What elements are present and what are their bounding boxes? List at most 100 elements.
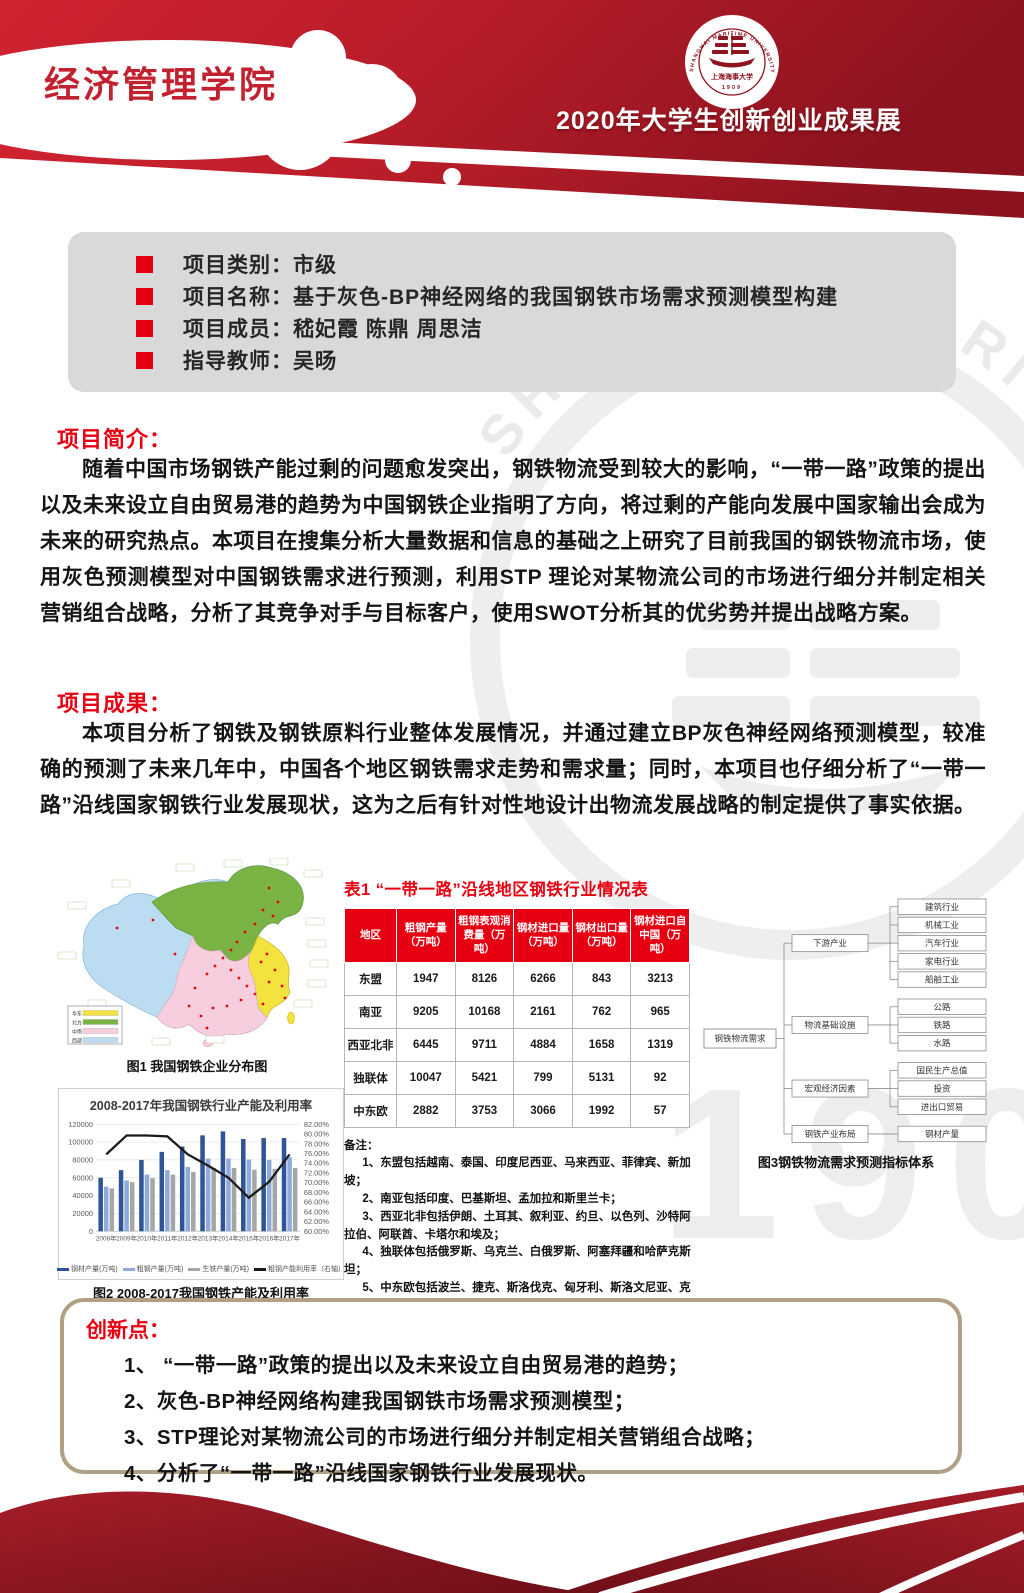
svg-text:宏观经济因素: 宏观经济因素 — [804, 1084, 856, 1094]
legend-swatch — [188, 1267, 201, 1271]
college-title: 经济管理学院 — [44, 64, 279, 105]
svg-text:2017年: 2017年 — [279, 1234, 300, 1243]
university-logo: SHANGHAI MARITIME UNIVERSITY 上海海事大学 1909 — [685, 15, 779, 109]
table-cell: 南亚 — [344, 994, 397, 1029]
bullet-icon — [136, 255, 153, 273]
table-cell: 9205 — [396, 994, 456, 1029]
info-row: 项目成员：嵇妃霞 陈鼎 周思洁 — [98, 313, 926, 343]
svg-text:80000: 80000 — [72, 1155, 93, 1164]
bullet-icon — [136, 287, 153, 305]
table-cell: 57 — [630, 1093, 690, 1128]
table1-body: 东盟 1947 8126 6266 843 3213 南亚 9205 10168 2161 762 9… — [344, 961, 690, 1128]
header-banner: SHANGHAI MARITIME UNIVERSITY 上海海事大学 1909 — [0, 0, 1024, 218]
svg-text:64.00%: 64.00% — [304, 1207, 329, 1216]
table-cell: 9711 — [454, 1027, 515, 1062]
table-cell: 1658 — [571, 1027, 632, 1062]
figure2-legend: 钢材产量(万吨) 粗钢产量(万吨) 生铁产量(万吨) 粗钢产能利用率（右轴） — [57, 1264, 345, 1274]
innovation-item: 2、灰色-BP神经网络构建我国钢铁市场需求预测模型； — [124, 1390, 635, 1413]
table-cell: 6445 — [396, 1027, 456, 1062]
svg-text:投资: 投资 — [933, 1084, 951, 1094]
svg-text:建筑行业: 建筑行业 — [925, 902, 959, 912]
svg-text:82.00%: 82.00% — [304, 1120, 329, 1129]
table-row: 东盟 1947 8126 6266 843 3213 — [344, 961, 690, 996]
svg-text:铁路: 铁路 — [933, 1020, 951, 1030]
svg-text:西部: 西部 — [72, 1038, 82, 1045]
svg-text:60000: 60000 — [72, 1173, 93, 1182]
svg-text:国民生产总值: 国民生产总值 — [916, 1065, 968, 1075]
table-cell: 5131 — [571, 1060, 632, 1095]
legend-item: 钢材产量(万吨) — [57, 1264, 118, 1274]
table-cell: 1992 — [571, 1093, 632, 1128]
svg-text:水路: 水路 — [933, 1038, 951, 1048]
legend-label: 粗钢产能利用率（右轴） — [268, 1266, 346, 1273]
table-cell: 843 — [571, 961, 632, 996]
svg-text:70.00%: 70.00% — [304, 1178, 329, 1187]
svg-text:中南: 中南 — [72, 1029, 82, 1036]
table-cell: 92 — [630, 1060, 690, 1095]
table-cell: 西亚北非 — [344, 1027, 397, 1062]
table-cell: 799 — [513, 1060, 573, 1095]
event-banner-title: 2020年大学生创新创业成果展 — [556, 107, 902, 135]
table-cell: 10168 — [454, 994, 515, 1029]
map-region-central-south — [156, 934, 268, 1038]
legend-swatch — [122, 1267, 135, 1271]
svg-text:60.00%: 60.00% — [304, 1227, 329, 1236]
legend-label: 粗钢产量(万吨) — [136, 1266, 184, 1273]
svg-text:华东: 华东 — [72, 1011, 82, 1018]
table1-title: 表1 “一带一路”沿线地区钢铁行业情况表 — [344, 881, 649, 899]
figure2-plot: 02000040000600008000010000012000060.00%6… — [68, 1120, 329, 1243]
table-row: 中东欧 2882 3753 3066 1992 57 — [344, 1093, 690, 1128]
section-heading-results: 项目成果： — [57, 691, 173, 716]
legend-item: 生铁产量(万吨) — [188, 1264, 249, 1274]
svg-text:72.00%: 72.00% — [304, 1168, 329, 1177]
svg-text:78.00%: 78.00% — [304, 1139, 329, 1148]
table-cell: 762 — [571, 994, 632, 1029]
table-cell: 5421 — [454, 1060, 515, 1095]
table-row: 西亚北非 6445 9711 4884 1658 1319 — [344, 1027, 690, 1062]
svg-text:钢材产量: 钢材产量 — [925, 1129, 960, 1139]
table-row: 南亚 9205 10168 2161 762 965 — [344, 994, 690, 1029]
svg-text:物流基础设施: 物流基础设施 — [804, 1020, 856, 1030]
svg-text:0: 0 — [89, 1227, 93, 1236]
table-row: 独联体 10047 5421 799 5131 92 — [344, 1060, 690, 1095]
svg-text:2011年: 2011年 — [157, 1234, 178, 1243]
table-cell: 2161 — [513, 994, 573, 1029]
table-header-cell: 钢材出口量（万吨） — [571, 908, 632, 963]
table-cell: 2882 — [396, 1093, 456, 1128]
table-cell: 独联体 — [344, 1060, 397, 1095]
svg-text:2013年: 2013年 — [198, 1234, 219, 1243]
svg-text:2012年: 2012年 — [177, 1234, 198, 1243]
innovation-item: 4、分析了“一带一路”沿线国家钢铁行业发展现状。 — [124, 1462, 599, 1485]
logo-year-text: 1909 — [722, 85, 742, 91]
legend-swatch — [57, 1267, 69, 1271]
table-cell: 4884 — [513, 1027, 573, 1062]
svg-text:2010年: 2010年 — [137, 1234, 158, 1243]
logo-zh-text: 上海海事大学 — [711, 72, 753, 81]
section-heading-intro: 项目简介： — [57, 427, 173, 452]
footer-wave-decoration — [0, 1485, 1024, 1593]
table-cell: 10047 — [396, 1060, 456, 1095]
notes-title: 备注： — [344, 1139, 379, 1152]
svg-text:80.00%: 80.00% — [304, 1130, 329, 1139]
svg-text:2015年: 2015年 — [238, 1234, 259, 1243]
svg-text:下游产业: 下游产业 — [813, 938, 847, 948]
info-row-text: 指导教师：吴旸 — [183, 350, 337, 373]
figure2-title: 2008-2017年我国钢铁行业产能及利用率 — [89, 1099, 313, 1113]
legend-label: 生铁产量(万吨) — [202, 1266, 250, 1273]
table-cell: 中东欧 — [344, 1093, 397, 1128]
svg-text:2009年: 2009年 — [116, 1234, 137, 1243]
belt-road-steel-table: 地区 粗钢产量（万吨） 粗钢表观消费量（万吨） 钢材进口量（万吨） 钢材出口量（万吨）钢… — [344, 908, 690, 1128]
bullet-icon — [136, 319, 153, 337]
legend-swatch — [254, 1267, 267, 1271]
svg-text:船舶工业: 船舶工业 — [925, 975, 959, 985]
table-cell: 3066 — [513, 1093, 573, 1128]
legend-item: 粗钢产量(万吨) — [122, 1264, 184, 1274]
figure2-panel: 2008-2017年我国钢铁行业产能及利用率 0 20000 40000 60000 8… — [57, 1088, 345, 1280]
svg-text:76.00%: 76.00% — [304, 1149, 329, 1158]
map-label-boxes — [57, 857, 329, 1046]
figure1-caption: 图1 我国钢铁企业分布图 — [126, 1059, 268, 1074]
watermark-emblem — [672, 600, 980, 813]
map-taiwan — [287, 1011, 295, 1025]
